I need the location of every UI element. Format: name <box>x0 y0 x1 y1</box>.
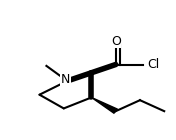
Polygon shape <box>92 97 118 113</box>
Text: N: N <box>61 73 70 86</box>
Text: O: O <box>111 35 121 48</box>
Text: Cl: Cl <box>147 58 159 71</box>
